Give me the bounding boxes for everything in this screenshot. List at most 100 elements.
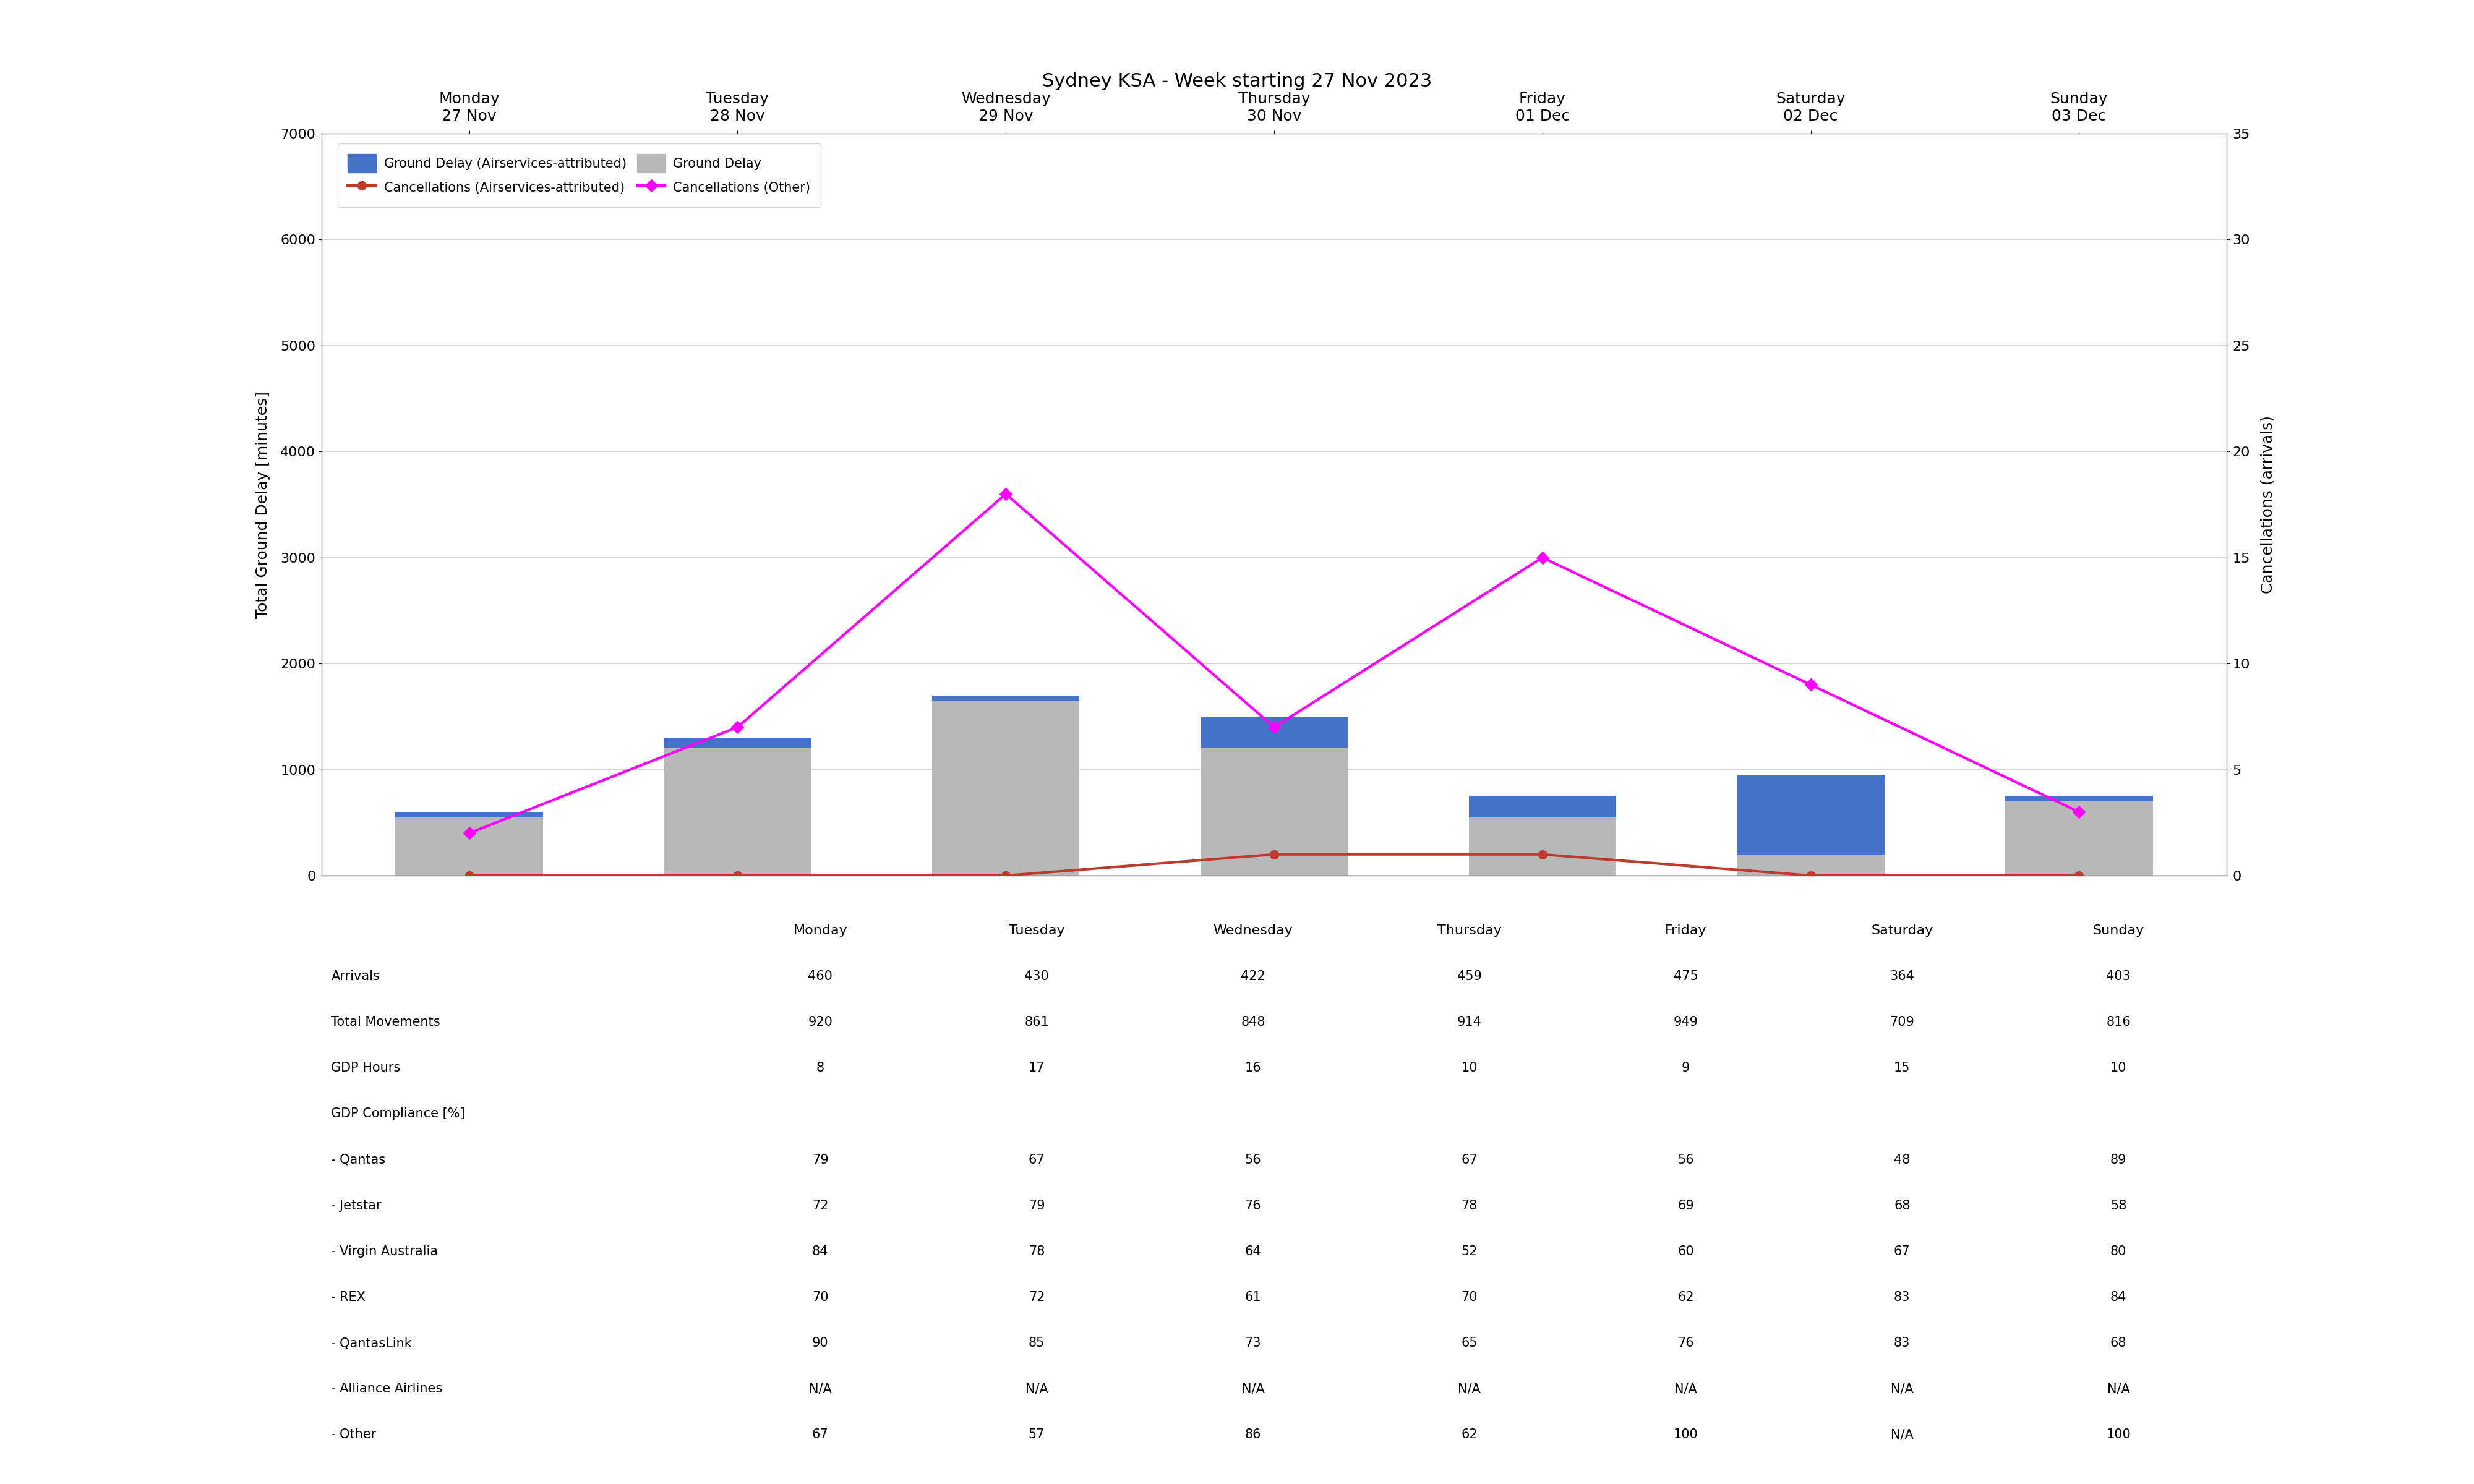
Text: 65: 65 [1462,1337,1477,1349]
Text: 52: 52 [1462,1245,1477,1257]
Line: Cancellations (Airservices-attributed): Cancellations (Airservices-attributed) [465,850,2083,880]
Text: 69: 69 [1677,1199,1695,1212]
Text: 10: 10 [2110,1063,2128,1074]
Y-axis label: Cancellations (arrivals): Cancellations (arrivals) [2261,416,2276,594]
Text: 68: 68 [1895,1199,1910,1212]
Text: 16: 16 [1244,1063,1262,1074]
Text: 8: 8 [816,1063,824,1074]
Text: 70: 70 [1462,1291,1477,1303]
Text: - Virgin Australia: - Virgin Australia [332,1245,438,1257]
Text: N/A: N/A [1890,1429,1912,1441]
Text: 460: 460 [809,971,834,982]
Legend: Ground Delay (Airservices-attributed), Cancellations (Airservices-attributed), G: Ground Delay (Airservices-attributed), C… [336,144,821,208]
Text: 76: 76 [1677,1337,1695,1349]
Text: 709: 709 [1890,1017,1915,1028]
Text: 70: 70 [811,1291,829,1303]
Text: 60: 60 [1677,1245,1695,1257]
Bar [2006,795,2152,801]
Line: Cancellations (Other): Cancellations (Other) [465,490,2083,837]
Bar [1470,795,1616,818]
Text: 78: 78 [1029,1245,1044,1257]
Cancellations (Airservices-attributed) [722,867,752,884]
Text: 62: 62 [1462,1429,1477,1441]
Bar [396,818,542,876]
Text: 67: 67 [811,1429,829,1441]
Text: 72: 72 [811,1199,829,1212]
Text: - REX: - REX [332,1291,366,1303]
Text: - Other: - Other [332,1429,376,1441]
Cancellations (Airservices-attributed) [1259,846,1289,864]
Text: 83: 83 [1895,1337,1910,1349]
Text: N/A: N/A [1675,1383,1697,1395]
Text: 17: 17 [1029,1063,1044,1074]
Text: 80: 80 [2110,1245,2128,1257]
Text: 67: 67 [1893,1245,1910,1257]
Text: - Qantas: - Qantas [332,1153,386,1166]
Text: Monday: Monday [794,925,849,936]
Text: 73: 73 [1244,1337,1262,1349]
Text: 914: 914 [1457,1017,1482,1028]
Text: - QantasLink: - QantasLink [332,1337,413,1349]
Text: Arrivals: Arrivals [332,971,381,982]
Text: 62: 62 [1677,1291,1695,1303]
Text: 68: 68 [2110,1337,2128,1349]
Text: 100: 100 [2105,1429,2130,1441]
Cancellations (Airservices-attributed) [2063,867,2093,884]
Text: - Alliance Airlines: - Alliance Airlines [332,1383,443,1395]
Text: 56: 56 [1677,1153,1695,1166]
Text: 9: 9 [1682,1063,1690,1074]
Text: - Jetstar: - Jetstar [332,1199,381,1212]
Text: 79: 79 [1029,1199,1044,1212]
Text: Sunday: Sunday [2093,925,2145,936]
Bar [2006,801,2152,876]
Text: 403: 403 [2105,971,2130,982]
Text: 61: 61 [1244,1291,1262,1303]
Bar [1200,717,1348,748]
Cancellations (Other) [1259,718,1289,736]
Text: 430: 430 [1024,971,1049,982]
Text: 100: 100 [1672,1429,1697,1441]
Text: 76: 76 [1244,1199,1262,1212]
Text: Total Movements: Total Movements [332,1017,440,1028]
Text: 10: 10 [1462,1063,1477,1074]
Text: 56: 56 [1244,1153,1262,1166]
Text: N/A: N/A [809,1383,831,1395]
Text: 920: 920 [809,1017,834,1028]
Text: 64: 64 [1244,1245,1262,1257]
Text: 67: 67 [1462,1153,1477,1166]
Text: Thursday: Thursday [1437,925,1502,936]
Text: 84: 84 [811,1245,829,1257]
Text: 949: 949 [1672,1017,1697,1028]
Cancellations (Other) [455,824,485,841]
Text: 85: 85 [1029,1337,1044,1349]
Text: 475: 475 [1672,971,1697,982]
Text: 86: 86 [1244,1429,1262,1441]
Text: 422: 422 [1242,971,1264,982]
Text: Friday: Friday [1665,925,1707,936]
Cancellations (Airservices-attributed) [1526,846,1556,864]
Text: N/A: N/A [2108,1383,2130,1395]
Text: 364: 364 [1890,971,1915,982]
Text: N/A: N/A [1457,1383,1482,1395]
Cancellations (Airservices-attributed) [1796,867,1826,884]
Cancellations (Airservices-attributed) [455,867,485,884]
Text: 79: 79 [811,1153,829,1166]
Text: 58: 58 [2110,1199,2128,1212]
Text: 848: 848 [1242,1017,1264,1028]
Text: 48: 48 [1895,1153,1910,1166]
Text: 84: 84 [2110,1291,2128,1303]
Text: GDP Hours: GDP Hours [332,1063,401,1074]
Text: 89: 89 [2110,1153,2128,1166]
Text: Saturday: Saturday [1870,925,1932,936]
Text: Tuesday: Tuesday [1009,925,1064,936]
Text: 72: 72 [1029,1291,1044,1303]
Text: 90: 90 [811,1337,829,1349]
Text: 78: 78 [1462,1199,1477,1212]
Text: GDP Compliance [%]: GDP Compliance [%] [332,1107,465,1120]
Text: 816: 816 [2105,1017,2130,1028]
Cancellations (Other) [1526,549,1556,567]
Y-axis label: Total Ground Delay [minutes]: Total Ground Delay [minutes] [255,392,270,617]
Text: N/A: N/A [1024,1383,1049,1395]
Text: Sydney KSA - Week starting 27 Nov 2023: Sydney KSA - Week starting 27 Nov 2023 [1042,73,1432,91]
Text: Wednesday: Wednesday [1212,925,1294,936]
